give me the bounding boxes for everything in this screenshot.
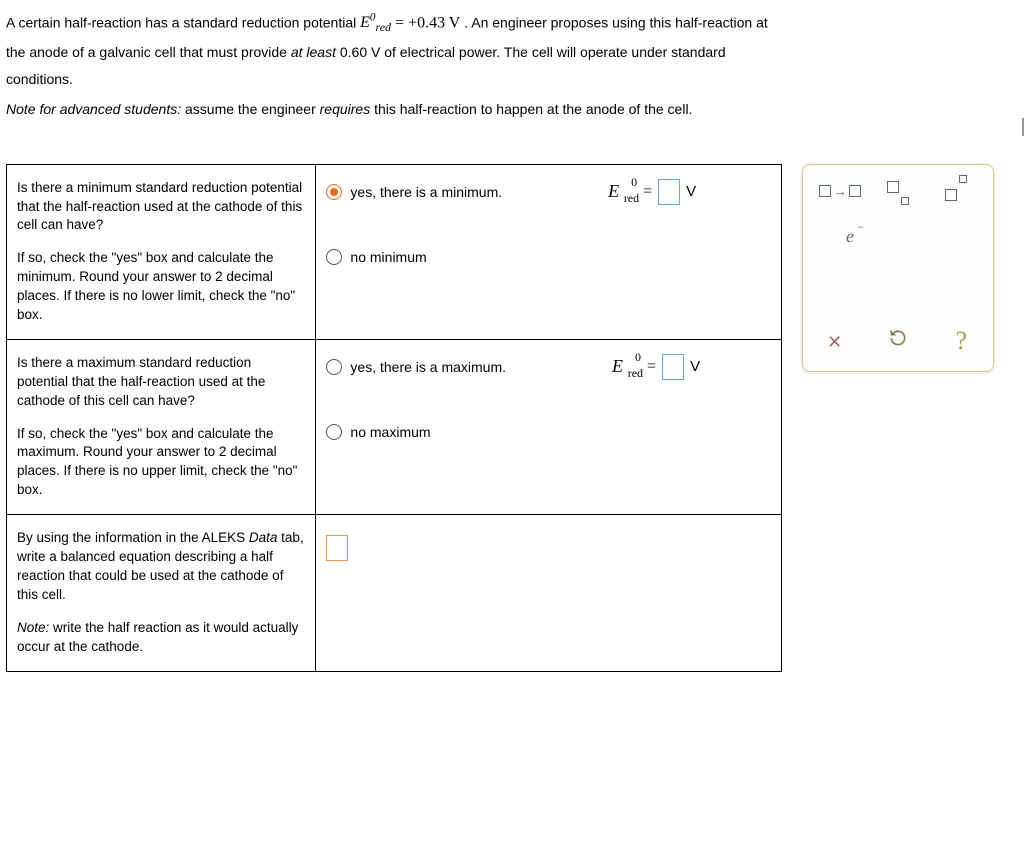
answer-table: Is there a minimum standard reduction po…	[6, 164, 782, 672]
problem-statement: A certain half-reaction has a standard r…	[6, 8, 1018, 122]
equation-input[interactable]	[326, 535, 348, 561]
radio-label: yes, there is a maximum.	[350, 359, 506, 375]
text: . An engineer proposes using this half-r…	[464, 14, 768, 30]
question-text: Is there a maximum standard reduction po…	[17, 354, 305, 411]
question-text: If so, check the "yes" box and calculate…	[17, 249, 305, 325]
table-row: Is there a minimum standard reduction po…	[7, 164, 782, 339]
note-mid: assume the engineer	[185, 101, 320, 117]
text: conditions.	[6, 71, 73, 87]
radio-no-maximum[interactable]	[326, 424, 342, 440]
table-row: By using the information in the ALEKS Da…	[7, 515, 782, 671]
question-text: If so, check the "yes" box and calculate…	[17, 425, 305, 501]
ered-input-group: E0red = V	[608, 179, 696, 205]
palette-superscript-button[interactable]	[935, 175, 977, 207]
symbol-palette: → e ?	[802, 164, 994, 372]
palette-subscript-button[interactable]	[877, 175, 919, 207]
question-text: Is there a minimum standard reduction po…	[17, 179, 305, 236]
radio-no-minimum[interactable]	[326, 249, 342, 265]
help-button[interactable]: ?	[940, 325, 982, 357]
close-icon	[827, 328, 842, 354]
note-em: requires	[320, 101, 371, 117]
radio-yes-minimum[interactable]	[326, 184, 342, 200]
text: A certain half-reaction has a standard r…	[6, 14, 360, 30]
ered-value: = +0.43 V	[395, 14, 460, 31]
ered-formula: E0red	[360, 14, 395, 31]
palette-electron-button[interactable]: e	[829, 221, 871, 253]
ered-input-group: E0red = V	[612, 354, 700, 380]
radio-yes-maximum[interactable]	[326, 359, 342, 375]
maximum-value-input[interactable]	[662, 354, 684, 380]
reset-button[interactable]	[877, 325, 919, 357]
note-prefix: Note for advanced students:	[6, 101, 181, 117]
clear-button[interactable]	[814, 325, 856, 357]
question-text: By using the information in the ALEKS Da…	[17, 529, 305, 605]
radio-label: no maximum	[350, 424, 430, 440]
table-row: Is there a maximum standard reduction po…	[7, 339, 782, 514]
cropped-edge-stub	[1018, 118, 1024, 136]
reset-icon	[888, 328, 908, 354]
radio-label: yes, there is a minimum.	[350, 184, 502, 200]
palette-reaction-arrow-button[interactable]: →	[819, 175, 861, 207]
text: the anode of a galvanic cell that must p…	[6, 44, 726, 60]
note-end: this half-reaction to happen at the anod…	[374, 101, 692, 117]
minimum-value-input[interactable]	[658, 179, 680, 205]
question-text: Note: write the half reaction as it woul…	[17, 619, 305, 657]
radio-label: no minimum	[350, 249, 426, 265]
unit-label: V	[690, 358, 700, 375]
unit-label: V	[686, 183, 696, 200]
